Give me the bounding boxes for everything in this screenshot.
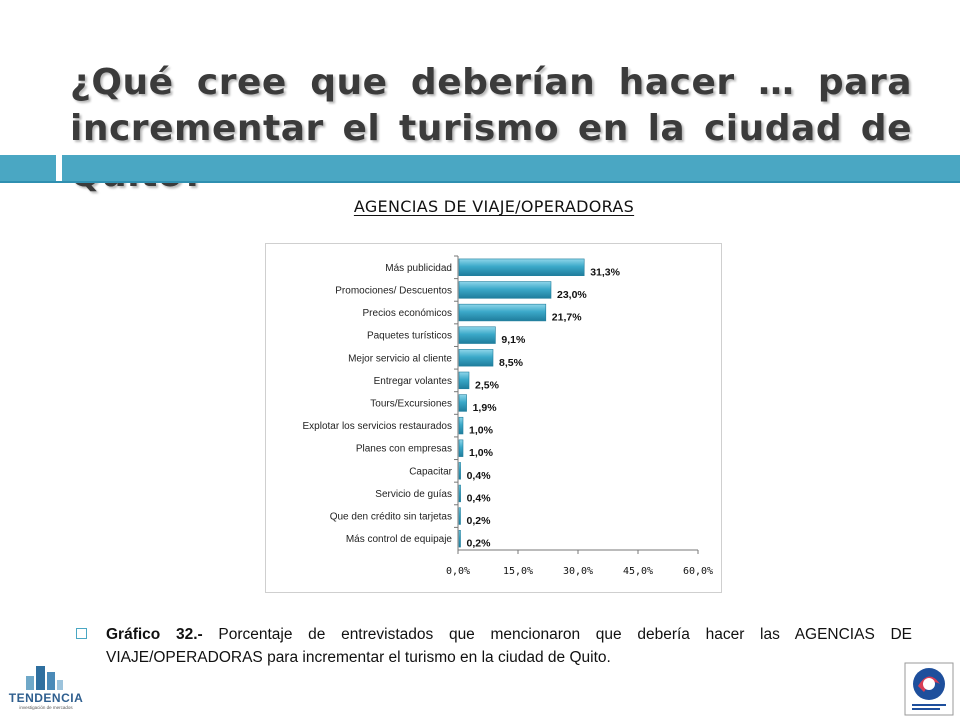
quito-turismo-logo	[904, 662, 954, 716]
category-label: Planes con empresas	[356, 444, 452, 455]
value-label: 0,2%	[467, 538, 492, 550]
value-label: 1,9%	[473, 402, 498, 414]
chart-caption: Gráfico 32.- Porcentaje de entrevistados…	[76, 623, 913, 669]
bar	[458, 303, 547, 322]
x-tick-label: 45,0%	[623, 566, 653, 577]
bar	[458, 530, 461, 548]
category-label: Más control de equipaje	[346, 534, 453, 545]
bar-chart: Más publicidad 31,3% Promociones/ Descuent…	[302, 255, 713, 577]
x-tick-label: 0,0%	[446, 566, 470, 577]
bar	[458, 326, 496, 344]
value-label: 21,7%	[552, 312, 582, 324]
category-label: Promociones/ Descuentos	[335, 285, 452, 296]
bar	[458, 281, 552, 299]
caption-text: Porcentaje de entrevistados que menciona…	[106, 626, 913, 666]
bar	[458, 416, 464, 435]
value-label: 1,0%	[469, 447, 494, 459]
title-rule-line	[0, 181, 960, 183]
value-label: 0,2%	[467, 515, 492, 527]
x-tick-label: 30,0%	[563, 566, 593, 577]
bar	[458, 394, 467, 412]
category-label: Que den crédito sin tarjetas	[330, 512, 452, 523]
value-label: 0,4%	[467, 492, 492, 504]
chart-subtitle: AGENCIAS DE VIAJE/OPERADORAS	[353, 197, 635, 216]
title-rule-main	[62, 155, 960, 181]
category-label: Capacitar	[409, 466, 452, 477]
tendencia-logo: TENDENCIA investigación de mercados	[4, 662, 88, 714]
value-label: 23,0%	[557, 289, 587, 301]
category-label: Paquetes turísticos	[367, 331, 452, 342]
bar	[458, 484, 461, 503]
logo-left-subtitle: investigación de mercados	[19, 705, 73, 710]
category-label: Entregar volantes	[374, 376, 452, 387]
title-rule-left	[0, 155, 56, 181]
bar	[458, 507, 461, 525]
bar	[458, 349, 494, 367]
x-tick-label: 60,0%	[683, 566, 713, 577]
value-label: 31,3%	[590, 266, 620, 278]
logo-left-title: TENDENCIA	[9, 691, 84, 705]
caption-label: Gráfico 32.-	[106, 626, 203, 643]
chart-container: Más publicidad 31,3% Promociones/ Descuent…	[265, 243, 722, 593]
x-tick-label: 15,0%	[503, 566, 533, 577]
value-label: 8,5%	[499, 357, 524, 369]
value-label: 1,0%	[469, 425, 494, 437]
category-label: Servicio de guías	[375, 489, 452, 500]
category-label: Mejor servicio al cliente	[348, 353, 452, 364]
value-label: 0,4%	[467, 470, 492, 482]
category-label: Más publicidad	[385, 263, 452, 274]
slide-title: ¿Qué cree que deberían hacer … para incr…	[70, 62, 912, 195]
bullet-icon	[76, 628, 87, 639]
category-label: Explotar los servicios restaurados	[302, 421, 452, 432]
bar	[458, 462, 461, 480]
bar	[458, 439, 464, 457]
value-label: 2,5%	[475, 379, 500, 391]
category-label: Tours/Excursiones	[370, 399, 452, 410]
value-label: 9,1%	[501, 334, 526, 346]
category-label: Precios económicos	[363, 308, 452, 319]
bar	[458, 258, 585, 276]
bar	[458, 371, 470, 390]
